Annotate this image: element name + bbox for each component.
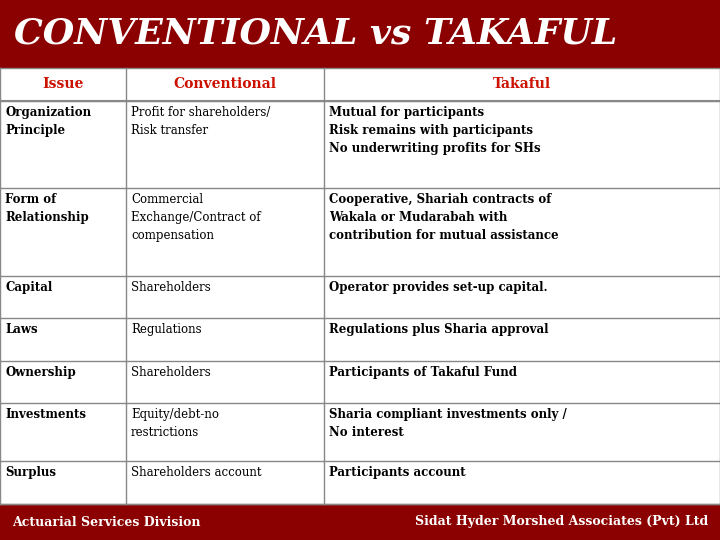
Text: Shareholders: Shareholders [131,366,211,379]
Text: Participants account: Participants account [329,467,466,480]
Text: Mutual for participants
Risk remains with participants
No underwriting profits f: Mutual for participants Risk remains wit… [329,106,541,155]
Text: Sidat Hyder Morshed Associates (Pvt) Ltd: Sidat Hyder Morshed Associates (Pvt) Ltd [415,516,708,529]
Bar [0,188,720,275]
Bar [0,101,720,188]
Text: Sharia compliant investments only /
No interest: Sharia compliant investments only / No i… [329,408,567,439]
Text: Operator provides set-up capital.: Operator provides set-up capital. [329,281,548,294]
Text: Commercial
Exchange/Contract of
compensation: Commercial Exchange/Contract of compensa… [131,193,261,242]
Text: Investments: Investments [5,408,86,421]
Text: Organization
Principle: Organization Principle [5,106,91,137]
Text: Ownership: Ownership [5,366,76,379]
Bar [0,504,720,540]
Text: Participants of Takaful Fund: Participants of Takaful Fund [329,366,517,379]
Text: Capital: Capital [5,281,53,294]
Text: Shareholders: Shareholders [131,281,211,294]
Bar [0,275,720,318]
Text: Takaful: Takaful [493,78,551,91]
Bar [0,403,720,462]
Bar [0,361,720,403]
Text: Actuarial Services Division: Actuarial Services Division [12,516,200,529]
Text: Profit for shareholders/
Risk transfer: Profit for shareholders/ Risk transfer [131,106,271,137]
Text: Shareholders account: Shareholders account [131,467,261,480]
Text: Regulations plus Sharia approval: Regulations plus Sharia approval [329,323,549,336]
Text: Equity/debt-no
restrictions: Equity/debt-no restrictions [131,408,219,439]
Text: CONVENTIONAL vs TAKAFUL: CONVENTIONAL vs TAKAFUL [14,17,617,51]
Text: Conventional: Conventional [174,78,276,91]
Bar [0,318,720,361]
Bar [0,462,720,504]
Text: Cooperative, Shariah contracts of
Wakala or Mudarabah with
contribution for mutu: Cooperative, Shariah contracts of Wakala… [329,193,559,242]
Text: Issue: Issue [42,78,84,91]
Text: Surplus: Surplus [5,467,56,480]
Text: Regulations: Regulations [131,323,202,336]
Bar [0,68,720,101]
Bar [0,0,720,68]
Text: Form of
Relationship: Form of Relationship [5,193,89,224]
Text: Laws: Laws [5,323,37,336]
